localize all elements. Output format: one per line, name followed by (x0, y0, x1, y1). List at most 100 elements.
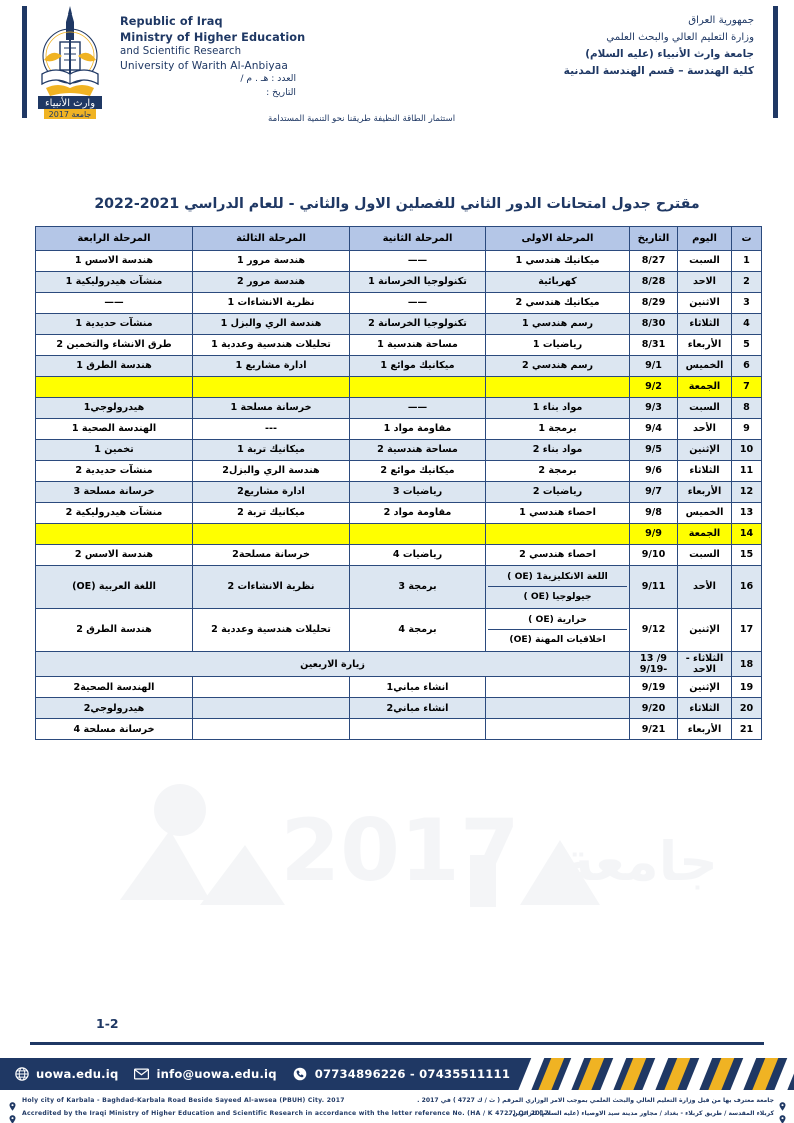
cell-stage2 (349, 376, 486, 398)
cell-stage3: هندسة الري والبزل 1 (192, 313, 350, 335)
cell-no: 17 (731, 608, 762, 652)
svg-text:وارث الأنبياء: وارث الأنبياء (45, 96, 95, 109)
table-row: 5 الأربعاء 8/31 رياضيات 1 مساحة هندسية 1 تحلي… (35, 334, 762, 356)
cell-date: 9/6 (629, 460, 678, 482)
table-row: 3 الاثنين 8/29 ميكانيك هندسي 2 —— نظرية الانش… (35, 292, 762, 314)
footer-contact-bar (0, 1058, 794, 1090)
cell-stage1-subitem: اخلاقيات المهنة (OE) (509, 634, 606, 645)
table-row: 14 الجمعة 9/9 (35, 523, 762, 545)
footer-email[interactable]: info@uowa.edu.iq (134, 1067, 277, 1082)
exam-schedule-table-wrapper: ت اليوم التاريخ المرحلة الاولى المرحلة ا… (35, 226, 762, 741)
cell-day: الجمعة (677, 523, 732, 545)
cell-stage4 (35, 523, 193, 545)
cell-stage3: تحليلات هندسية وعددية 2 (192, 608, 350, 652)
cell-stage2: تكنولوجيا الخرسانة 2 (349, 313, 486, 335)
cell-day: الثلاثاء (677, 460, 732, 482)
cell-day: الإثنين (677, 439, 732, 461)
cell-day: الخميس (677, 502, 732, 524)
cell-stage3 (192, 697, 350, 720)
location-pin-icon (9, 1096, 16, 1115)
cell-date: 9/11 (629, 565, 678, 609)
col-header-stage3: المرحلة الثالثة (192, 226, 350, 251)
cell-date: 9/12 (629, 608, 678, 652)
cell-stage4: منشآت حديدية 2 (35, 460, 193, 482)
cell-no: 9 (731, 418, 762, 440)
cell-no: 7 (731, 376, 762, 398)
cell-day: الاثنين (677, 292, 732, 314)
cell-stage1: رسم هندسي 1 (485, 313, 630, 335)
table-row: 20 الثلاثاء 9/20 انشاء مباني2 هيدرولوجي2 (35, 697, 762, 720)
cell-day: السبت (677, 397, 732, 419)
cell-stage2: رياضيات 3 (349, 481, 486, 503)
footer-note-2-en: Accredited by the Iraqi Ministry of High… (22, 1110, 552, 1117)
cell-day: السبت (677, 544, 732, 566)
footer-website[interactable]: uowa.edu.iq (14, 1067, 118, 1082)
cell-date: 9/9 (629, 523, 678, 545)
cell-stage4: خرسانة مسلحة 4 (35, 718, 193, 741)
table-row: 11 الثلاثاء 9/6 برمجة 2 ميكانيك موائع 2 هندسة… (35, 460, 762, 482)
cell-stage1: ميكانيك هندسي 1 (485, 250, 630, 272)
table-row: 15 السبت 9/10 احصاء هندسي 2 رياضيات 4 خرسانة … (35, 544, 762, 566)
cell-stage3: هندسة الري والبزل2 (192, 460, 350, 482)
cell-date: 9/7 (629, 481, 678, 503)
header-meta-block: العدد : هـ . م / التاريخ : (186, 72, 296, 101)
cell-stage2: مقاومة مواد 1 (349, 418, 486, 440)
cell-stage2: برمجة 3 (349, 565, 486, 609)
cell-day: الثلاثاء - الاحد (677, 650, 732, 678)
page-title: مقترح جدول امتحانات الدور الثاني للفصلين… (94, 196, 700, 212)
footer-phone[interactable]: 07734896226 - 07435511111 (293, 1067, 510, 1082)
col-header-stage4: المرحلة الرابعة (35, 226, 193, 251)
cell-stage4: هندسة الطرق 2 (35, 608, 193, 652)
cell-stage2: مساحة هندسية 1 (349, 334, 486, 356)
cell-date: 9/3 (629, 397, 678, 419)
cell-no: 21 (731, 718, 762, 741)
cell-date: 8/28 (629, 271, 678, 293)
cell-date: 8/29 (629, 292, 678, 314)
header-arabic-block: جمهورية العراق وزارة التعليم العالي والب… (564, 13, 754, 80)
cell-date: 8/31 (629, 334, 678, 356)
cell-stage4: منشآت هيدروليكية 2 (35, 502, 193, 524)
footer-contact-items: uowa.edu.iq info@uowa.edu.iq (14, 1058, 510, 1090)
cell-date: 9/4 (629, 418, 678, 440)
document-footer: uowa.edu.iq info@uowa.edu.iq (0, 1052, 794, 1123)
cell-stage2: —— (349, 292, 486, 314)
cell-date: 8/27 (629, 250, 678, 272)
col-header-stage2: المرحلة الثانية (349, 226, 486, 251)
cell-stage1: ميكانيك هندسي 2 (485, 292, 630, 314)
cell-day: الإثنين (677, 608, 732, 652)
cell-no: 11 (731, 460, 762, 482)
svg-text:جامعة 2017: جامعة 2017 (49, 110, 92, 119)
table-row: 10 الإثنين 9/5 مواد بناء 2 مساحة هندسية 2 ميك… (35, 439, 762, 461)
cell-stage4: هندسة الطرق 1 (35, 355, 193, 377)
cell-stage3: ميكانيك تربة 2 (192, 502, 350, 524)
cell-date: 9/19 (629, 676, 678, 699)
cell-stage1-subitem: جيولوجيا (OE ) (523, 591, 592, 602)
header-ar-line3: جامعة وارث الأنبياء (عليه السلام) (585, 48, 754, 61)
cell-stage4: هيدرولوجي2 (35, 697, 193, 720)
cell-no: 6 (731, 355, 762, 377)
header-rule-right (773, 6, 778, 118)
cell-stage3: تحليلات هندسية وعددية 1 (192, 334, 350, 356)
cell-stage4: تخمين 1 (35, 439, 193, 461)
cell-stage1: رسم هندسي 2 (485, 355, 630, 377)
cell-date: 9/8 (629, 502, 678, 524)
cell-day: السبت (677, 250, 732, 272)
cell-stage2: انشاء مباني1 (349, 676, 486, 699)
cell-stage3 (192, 523, 350, 545)
cell-stage2: برمجة 4 (349, 608, 486, 652)
document-date-label: التاريخ : (266, 87, 296, 99)
cell-stage2: —— (349, 397, 486, 419)
footer-notes: Holy city of Karbala - Baghdad-Karbala R… (0, 1094, 794, 1123)
header-en-line2: Ministry of Higher Education (120, 30, 306, 44)
cell-stage4: هندسة الاسس 1 (35, 250, 193, 272)
footer-website-text: uowa.edu.iq (36, 1067, 119, 1081)
cell-stage4: خرسانة مسلحة 3 (35, 481, 193, 503)
location-pin-icon (779, 1109, 786, 1123)
cell-stage1: كهربائية (485, 271, 630, 293)
cell-no: 20 (731, 697, 762, 720)
cell-stage3: --- (192, 418, 350, 440)
cell-day: الإثنين (677, 676, 732, 699)
cell-stage3: هندسة مرور 2 (192, 271, 350, 293)
cell-stage1 (485, 676, 630, 699)
